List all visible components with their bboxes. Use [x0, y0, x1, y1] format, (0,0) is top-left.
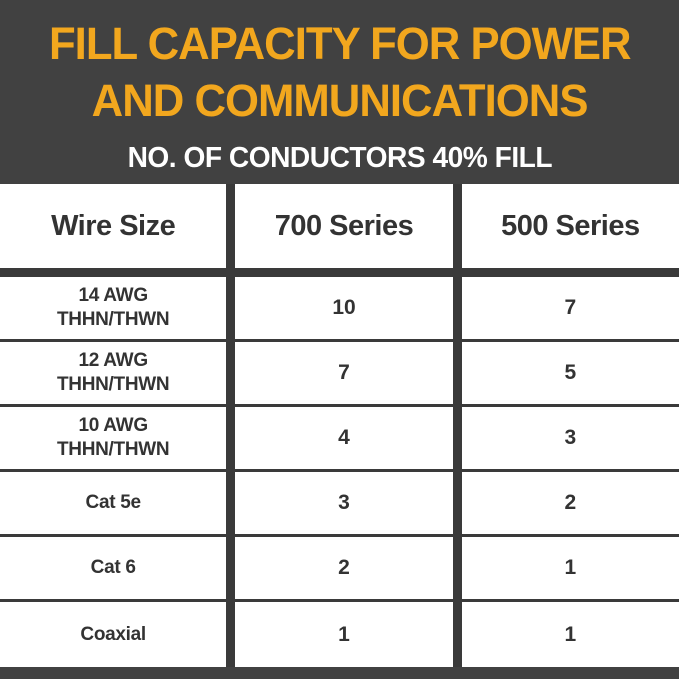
- column-header-wire-size: Wire Size: [0, 184, 227, 277]
- table-row: 12 AWG THHN/THWN 7 5: [0, 342, 679, 407]
- series-500-cell: 3: [452, 407, 679, 472]
- fill-capacity-table: Wire Size 700 Series 500 Series 14 AWG T…: [0, 184, 679, 667]
- series-500-cell: 5: [452, 342, 679, 407]
- series-500-cell: 1: [452, 537, 679, 602]
- series-700-cell: 7: [226, 342, 453, 407]
- series-700-cell: 10: [226, 277, 453, 342]
- table-row: 14 AWG THHN/THWN 10 7: [0, 277, 679, 342]
- series-500-cell: 7: [452, 277, 679, 342]
- series-700-cell: 1: [226, 602, 453, 667]
- page-subtitle: NO. OF CONDUCTORS 40% FILL: [127, 141, 552, 174]
- series-500-cell: 2: [452, 472, 679, 537]
- page-title-line2: AND COMMUNICATIONS: [91, 74, 589, 126]
- title-banner: FILL CAPACITY FOR POWER AND COMMUNICATIO…: [0, 0, 679, 184]
- series-700-cell: 4: [226, 407, 453, 472]
- table-row: Cat 6 2 1: [0, 537, 679, 602]
- table-header-row: Wire Size 700 Series 500 Series: [0, 184, 679, 277]
- wire-size-cell: Cat 6: [0, 537, 227, 602]
- table-row: Coaxial 1 1: [0, 602, 679, 667]
- table-row: Cat 5e 3 2: [0, 472, 679, 537]
- wire-size-cell: Coaxial: [0, 602, 227, 667]
- wire-size-cell: 14 AWG THHN/THWN: [0, 277, 227, 342]
- wire-size-cell: 10 AWG THHN/THWN: [0, 407, 227, 472]
- column-header-700-series: 700 Series: [226, 184, 453, 277]
- wire-size-cell: 12 AWG THHN/THWN: [0, 342, 227, 407]
- table-row: 10 AWG THHN/THWN 4 3: [0, 407, 679, 472]
- series-700-cell: 2: [226, 537, 453, 602]
- column-header-500-series: 500 Series: [452, 184, 679, 277]
- page-title-line1: FILL CAPACITY FOR POWER: [48, 17, 631, 69]
- series-500-cell: 1: [452, 602, 679, 667]
- wire-size-cell: Cat 5e: [0, 472, 227, 537]
- table-body: 14 AWG THHN/THWN 10 7 12 AWG THHN/THWN 7…: [0, 277, 679, 667]
- series-700-cell: 3: [226, 472, 453, 537]
